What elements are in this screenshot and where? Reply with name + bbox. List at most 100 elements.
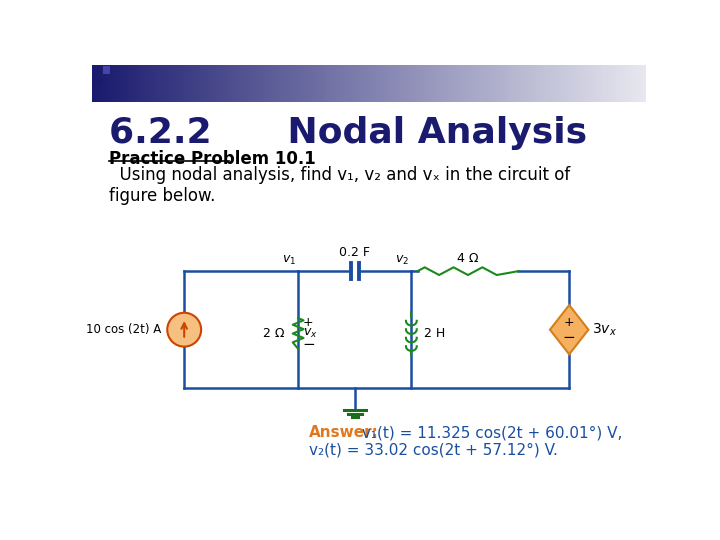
Bar (644, 65, 647, 102)
Bar (560, 65, 564, 102)
Bar (613, 65, 616, 102)
Bar (92, 65, 95, 102)
Bar (452, 65, 456, 102)
Bar (510, 65, 514, 102)
Bar (461, 65, 464, 102)
Bar (491, 65, 495, 102)
Circle shape (167, 313, 201, 347)
Bar (616, 65, 619, 102)
Bar (546, 65, 550, 102)
Bar (635, 65, 639, 102)
Bar (316, 65, 320, 102)
Bar (261, 65, 264, 102)
Bar (480, 65, 483, 102)
Bar (377, 65, 381, 102)
Bar (410, 65, 414, 102)
Bar (325, 65, 328, 102)
Bar (602, 65, 606, 102)
Bar (122, 65, 126, 102)
Bar (197, 65, 201, 102)
Bar (125, 65, 129, 102)
Bar (94, 66, 101, 74)
Bar (217, 65, 220, 102)
Bar (142, 65, 145, 102)
Bar (521, 65, 525, 102)
Bar (408, 65, 411, 102)
Bar (541, 65, 544, 102)
Bar (111, 65, 114, 102)
Bar (275, 65, 279, 102)
Text: 2 Ω: 2 Ω (263, 327, 284, 340)
Bar (569, 65, 572, 102)
Bar (186, 65, 189, 102)
Bar (241, 65, 245, 102)
Bar (169, 65, 173, 102)
Text: Answer:: Answer: (309, 425, 379, 440)
Text: 0.2 F: 0.2 F (339, 246, 370, 259)
Bar (449, 65, 453, 102)
Bar (405, 65, 408, 102)
Bar (305, 65, 309, 102)
Bar (469, 65, 472, 102)
Bar (518, 65, 522, 102)
Bar (311, 65, 315, 102)
Bar (194, 65, 198, 102)
Text: −: − (563, 330, 575, 345)
Bar (352, 65, 356, 102)
Bar (102, 66, 110, 74)
Bar (294, 65, 297, 102)
Bar (272, 65, 276, 102)
Bar (247, 65, 251, 102)
Bar (109, 65, 112, 102)
Bar (585, 65, 589, 102)
Bar (582, 65, 586, 102)
Bar (239, 65, 242, 102)
Bar (538, 65, 541, 102)
Bar (608, 65, 611, 102)
Bar (485, 65, 489, 102)
Bar (577, 65, 580, 102)
Bar (347, 65, 351, 102)
Bar (416, 65, 420, 102)
Bar (172, 65, 176, 102)
Bar (120, 65, 123, 102)
Bar (264, 65, 267, 102)
Bar (150, 65, 153, 102)
Bar (513, 65, 517, 102)
Bar (208, 65, 212, 102)
Bar (524, 65, 528, 102)
Bar (328, 65, 331, 102)
Bar (627, 65, 630, 102)
Bar (372, 65, 375, 102)
Bar (638, 65, 642, 102)
Bar (94, 65, 98, 102)
Bar (233, 65, 237, 102)
Bar (618, 65, 622, 102)
Bar (441, 65, 445, 102)
Bar (588, 65, 592, 102)
Bar (482, 65, 486, 102)
Bar (302, 65, 306, 102)
Bar (156, 65, 159, 102)
Bar (133, 65, 137, 102)
Bar (350, 65, 353, 102)
Bar (605, 65, 608, 102)
Bar (258, 65, 261, 102)
Bar (117, 65, 120, 102)
Bar (153, 65, 156, 102)
Text: $v_2$: $v_2$ (395, 254, 409, 267)
Bar (184, 65, 186, 102)
Bar (402, 65, 406, 102)
Bar (436, 65, 439, 102)
Bar (438, 65, 442, 102)
Bar (230, 65, 234, 102)
Bar (297, 65, 300, 102)
Bar (599, 65, 603, 102)
Bar (283, 65, 287, 102)
Bar (388, 65, 392, 102)
Bar (100, 65, 104, 102)
Text: Using nodal analysis, find v₁, v₂ and vₓ in the circuit of
figure below.: Using nodal analysis, find v₁, v₂ and vₓ… (109, 166, 570, 205)
Bar (554, 65, 558, 102)
Bar (175, 65, 179, 102)
Bar (624, 65, 628, 102)
